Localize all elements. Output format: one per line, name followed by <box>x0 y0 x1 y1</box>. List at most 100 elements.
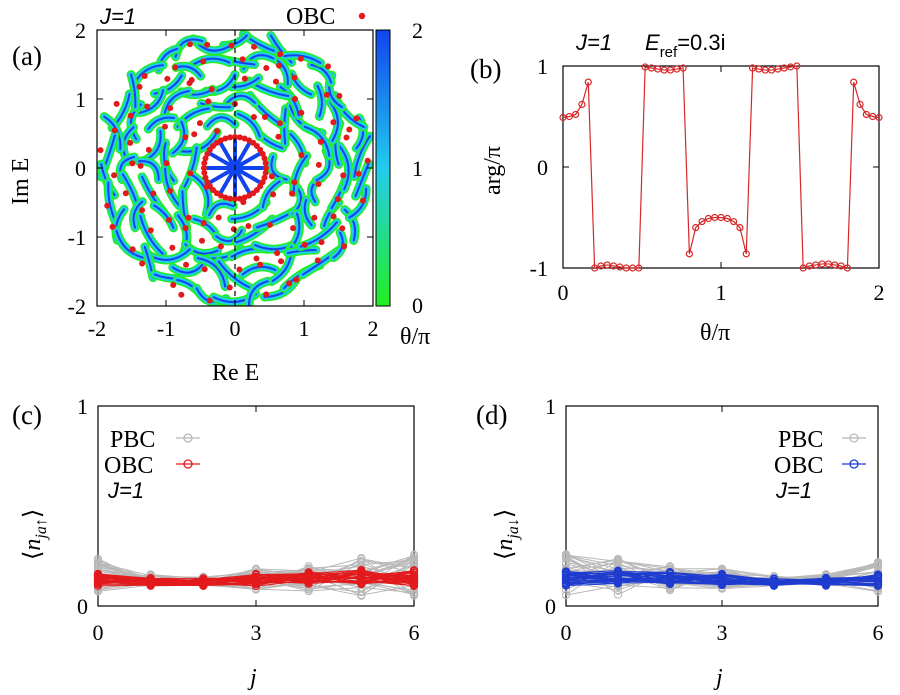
obc-point <box>274 249 281 256</box>
pbc-arc-core <box>179 131 219 153</box>
data-point <box>799 264 807 272</box>
obc-point <box>196 120 203 127</box>
obc-point <box>290 225 297 232</box>
data-point <box>856 100 864 108</box>
obc-point <box>251 43 258 50</box>
data-point <box>698 217 706 226</box>
pbc-arc-core <box>175 65 202 78</box>
series-line <box>565 575 879 583</box>
obc-point <box>206 297 213 304</box>
obc-point <box>241 194 248 201</box>
obc-point <box>150 190 157 197</box>
pbc-arc-core <box>153 204 175 229</box>
obc-point <box>214 128 221 135</box>
pbc-arc-core <box>247 280 269 306</box>
obc-point <box>268 173 275 180</box>
obc-point <box>187 170 194 177</box>
data-point <box>692 224 700 232</box>
obc-point <box>315 161 322 168</box>
obc-point <box>202 174 209 181</box>
legend-d-obc-marker <box>849 459 859 469</box>
y-tick-label: 1 <box>545 394 556 419</box>
obc-point <box>297 55 304 62</box>
obc-point <box>208 86 215 93</box>
x-tick-label: 0 <box>230 316 241 341</box>
obc-point <box>165 216 172 223</box>
y-tick-label: 1 <box>77 394 88 419</box>
obc-point <box>127 112 134 119</box>
obc-point <box>191 131 198 138</box>
data-point <box>93 573 103 582</box>
pbc-arc-core <box>217 260 253 290</box>
obc-point <box>246 137 253 144</box>
obc-point <box>163 160 170 167</box>
colorbar-tick-0: 0 <box>412 293 423 318</box>
pbc-arc-core <box>353 135 371 178</box>
data-point <box>736 224 744 232</box>
obc-point <box>241 75 248 82</box>
obc-point <box>226 284 233 291</box>
data-point <box>93 579 103 588</box>
obc-point <box>178 291 185 298</box>
obc-point <box>341 243 348 250</box>
data-point <box>409 578 419 587</box>
pbc-arc-center <box>219 166 237 194</box>
data-point <box>584 78 592 86</box>
pbc-arc-core <box>200 102 232 109</box>
obc-point <box>200 219 207 226</box>
data-point <box>357 578 366 587</box>
obc-point <box>182 225 189 232</box>
annotation-c: J=1 <box>107 478 144 503</box>
obc-point <box>263 65 270 72</box>
data-point <box>409 567 419 576</box>
x-tick-label: 3 <box>717 620 728 645</box>
obc-point <box>360 197 367 204</box>
obc-point <box>167 187 174 194</box>
pbc-arc-core <box>303 198 313 227</box>
data-point <box>409 575 419 584</box>
panel-a: (a) -2 -1 0 1 2 -2 -1 0 1 2 J=1 OBC Re E Im E 2 1… <box>8 4 430 386</box>
data-point <box>635 264 643 272</box>
x-tick-label: 6 <box>409 620 420 645</box>
obc-point <box>315 180 322 187</box>
pbc-arc-center <box>233 166 251 194</box>
obc-point <box>186 41 193 48</box>
data-point <box>572 110 580 119</box>
y-tick-label: 0 <box>545 594 556 619</box>
colorbar <box>375 29 391 307</box>
x-tick-label: 3 <box>251 620 262 645</box>
obc-point <box>343 134 350 141</box>
obc-point <box>201 266 208 273</box>
data-point <box>251 574 261 583</box>
obc-point <box>169 244 176 251</box>
xlabel-d: j <box>713 665 723 691</box>
obc-point <box>222 194 229 201</box>
obc-point <box>199 237 206 244</box>
pbc-arc-core <box>269 34 293 64</box>
data-point <box>357 588 366 597</box>
obc-point <box>127 139 134 146</box>
pbc-arc-core <box>137 160 160 181</box>
legend-obc-marker <box>358 12 366 20</box>
data-point <box>561 581 571 590</box>
data-point <box>742 250 750 258</box>
obc-point <box>227 134 234 141</box>
obc-point <box>147 227 154 234</box>
pbc-arc-core <box>310 63 333 84</box>
data-point <box>93 581 103 590</box>
xlabel-a: Re E <box>212 360 259 386</box>
x-tick-label: -2 <box>88 316 106 341</box>
pbc-arc-center <box>209 166 237 184</box>
title-b-j: J=1 <box>575 30 612 55</box>
pbc-arc-core <box>147 116 175 130</box>
obc-point <box>325 63 332 70</box>
y-tick-label: 2 <box>75 18 86 43</box>
data-point <box>665 578 675 587</box>
obc-point <box>245 223 252 230</box>
legend-d-obc-label: OBC <box>774 453 823 479</box>
obc-point <box>222 135 229 142</box>
obc-point <box>311 214 318 221</box>
ylabel-b: arg/π <box>480 146 506 195</box>
pbc-arc-core <box>139 214 164 255</box>
data-point <box>843 264 852 272</box>
